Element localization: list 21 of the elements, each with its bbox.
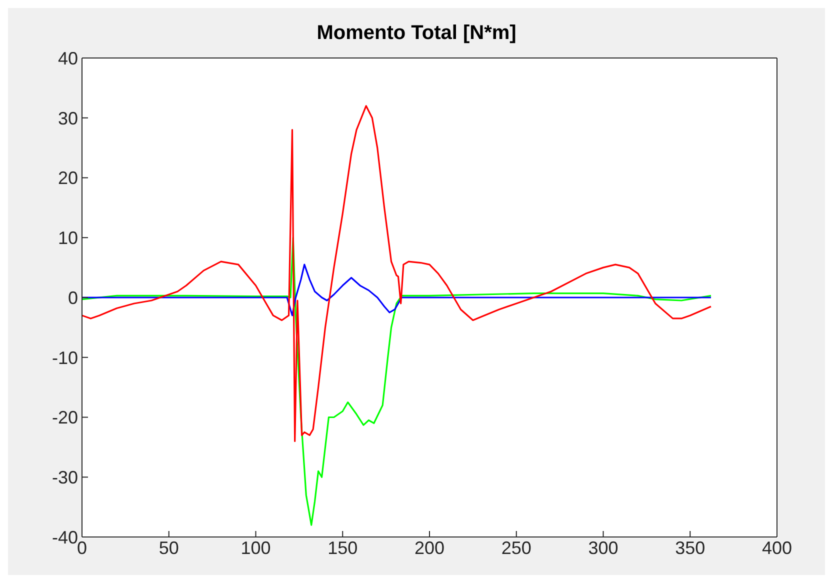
- y-tick-label: 30: [58, 108, 78, 128]
- line-series: [82, 236, 712, 526]
- y-tick-label: 10: [58, 228, 78, 248]
- x-tick-label: 150: [328, 538, 358, 558]
- x-tick-label: 250: [501, 538, 532, 558]
- y-tick-label: -10: [52, 348, 78, 368]
- x-tick-label: 200: [414, 538, 445, 558]
- chart-title: Momento Total [N*m]: [316, 22, 516, 44]
- line-series: [82, 264, 712, 316]
- x-tick-label: 400: [762, 538, 792, 558]
- x-tick-label: 300: [588, 538, 618, 558]
- y-tick-label: 20: [58, 168, 78, 188]
- x-tick-label: 50: [158, 538, 179, 558]
- y-tick-label: 0: [68, 288, 78, 308]
- y-tick-label: -20: [52, 408, 78, 428]
- y-tick-label: 40: [58, 48, 78, 68]
- x-tick-label: 350: [675, 538, 706, 558]
- y-tick-label: -40: [52, 527, 78, 548]
- line-series: [82, 105, 712, 442]
- y-tick-label: -30: [52, 468, 78, 488]
- x-tick-label: 100: [240, 538, 271, 558]
